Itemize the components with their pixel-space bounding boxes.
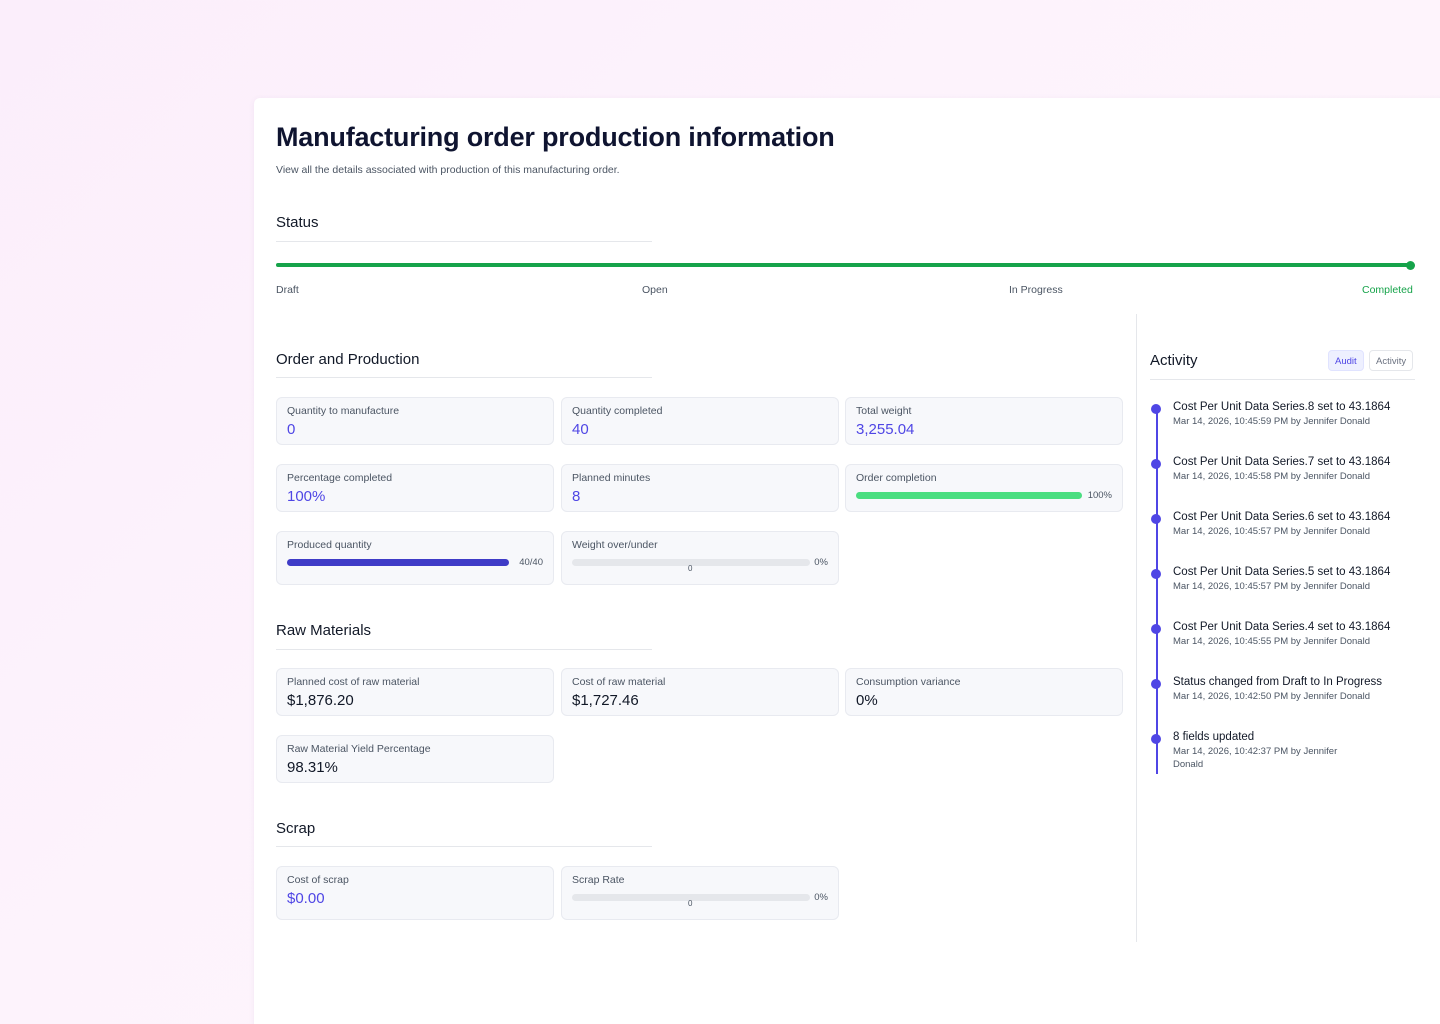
metric-planned-minutes: Planned minutes 8 — [561, 464, 839, 512]
order-completion-bar: 100% — [856, 490, 1112, 501]
page-subtitle: View all the details associated with pro… — [276, 164, 620, 176]
timeline-item-title: Status changed from Draft to In Progress — [1173, 676, 1383, 688]
activity-panel-divider — [1136, 314, 1137, 942]
metric-scrap-rate: Scrap Rate 0% 0 — [561, 866, 839, 920]
metric-label: Raw Material Yield Percentage — [287, 743, 431, 755]
progress-track — [572, 894, 810, 901]
activity-header-divider — [1150, 379, 1415, 380]
scrap-divider — [276, 846, 652, 847]
tab-activity[interactable]: Activity — [1369, 350, 1414, 371]
metric-cost-of-scrap: Cost of scrap $0.00 — [276, 866, 554, 920]
metric-label: Total weight — [856, 405, 912, 417]
timeline-item-title: Cost Per Unit Data Series.7 set to 43.18… — [1173, 456, 1391, 468]
metric-value: 0 — [287, 421, 296, 438]
progress-percent: 0% — [814, 892, 828, 903]
status-step-completed[interactable]: Completed — [1362, 284, 1413, 296]
order-production-divider — [276, 377, 652, 378]
status-progress-track — [276, 263, 1411, 267]
order-production-title: Order and Production — [276, 351, 420, 368]
bar-zero-marker: 0 — [688, 899, 693, 908]
timeline-item-title: 8 fields updated — [1173, 731, 1255, 743]
raw-materials-divider — [276, 649, 652, 650]
progress-track — [856, 492, 1082, 499]
timeline-dot — [1151, 514, 1161, 524]
timeline-item-meta: Mar 14, 2026, 10:42:50 PM by Jennifer Do… — [1173, 691, 1370, 702]
metric-quantity-to-manufacture: Quantity to manufacture 0 — [276, 397, 554, 445]
metric-label: Consumption variance — [856, 676, 961, 688]
timeline-item-title: Cost Per Unit Data Series.6 set to 43.18… — [1173, 511, 1391, 523]
metric-value: $0.00 — [287, 890, 325, 907]
metric-label: Produced quantity — [287, 539, 372, 551]
metric-value: 8 — [572, 488, 581, 505]
metric-value: $1,876.20 — [287, 692, 354, 709]
progress-track — [287, 559, 509, 566]
timeline-item-meta: Mar 14, 2026, 10:45:57 PM by Jennifer Do… — [1173, 526, 1370, 537]
metric-cost-raw-material: Cost of raw material $1,727.46 — [561, 668, 839, 716]
metric-quantity-completed: Quantity completed 40 — [561, 397, 839, 445]
timeline-item-meta: Mar 14, 2026, 10:45:55 PM by Jennifer Do… — [1173, 636, 1370, 647]
metric-value: 3,255.04 — [856, 421, 915, 438]
timeline-line — [1156, 406, 1158, 774]
timeline-item-meta: Mar 14, 2026, 10:45:58 PM by Jennifer Do… — [1173, 471, 1370, 482]
timeline-item-meta: Mar 14, 2026, 10:45:59 PM by Jennifer Do… — [1173, 416, 1370, 427]
metric-order-completion: Order completion 100% — [845, 464, 1123, 512]
timeline-dot — [1151, 569, 1161, 579]
metric-yield-percentage: Raw Material Yield Percentage 98.31% — [276, 735, 554, 783]
metric-label: Cost of raw material — [572, 676, 666, 688]
metric-label: Percentage completed — [287, 472, 393, 484]
timeline-item-title: Cost Per Unit Data Series.8 set to 43.18… — [1173, 401, 1391, 413]
metric-label: Scrap Rate — [572, 874, 625, 886]
metric-percentage-completed: Percentage completed 100% — [276, 464, 554, 512]
bar-zero-marker: 0 — [688, 564, 693, 573]
metric-label: Order completion — [856, 472, 937, 484]
metric-label: Cost of scrap — [287, 874, 349, 886]
timeline-item-title: Cost Per Unit Data Series.5 set to 43.18… — [1173, 566, 1391, 578]
tab-audit[interactable]: Audit — [1328, 350, 1364, 371]
metric-label: Planned cost of raw material — [287, 676, 420, 688]
status-step-open[interactable]: Open — [642, 284, 668, 296]
metric-label: Planned minutes — [572, 472, 651, 484]
timeline-item-meta: Mar 14, 2026, 10:45:57 PM by Jennifer Do… — [1173, 581, 1370, 592]
progress-percent: 0% — [814, 557, 828, 568]
metric-weight-over-under: Weight over/under 0% 0 — [561, 531, 839, 585]
metric-produced-quantity: Produced quantity 40/40 — [276, 531, 554, 585]
timeline-dot — [1151, 679, 1161, 689]
progress-percent: 100% — [1087, 490, 1112, 501]
activity-title: Activity — [1150, 352, 1198, 369]
production-info-card: Manufacturing order production informati… — [254, 98, 1440, 1024]
metric-label: Quantity completed — [572, 405, 663, 417]
timeline-dot — [1151, 734, 1161, 744]
status-section-divider — [276, 241, 652, 242]
progress-fill — [856, 492, 1082, 499]
metric-value: 40 — [572, 421, 589, 438]
metric-value: 98.31% — [287, 759, 338, 776]
timeline-item-title: Cost Per Unit Data Series.4 set to 43.18… — [1173, 621, 1391, 633]
metric-value: 0% — [856, 692, 878, 709]
status-step-in-progress[interactable]: In Progress — [1009, 284, 1063, 296]
status-current-dot — [1406, 261, 1415, 270]
timeline-dot — [1151, 624, 1161, 634]
metric-label: Quantity to manufacture — [287, 405, 400, 417]
progress-fill — [287, 559, 509, 566]
raw-materials-title: Raw Materials — [276, 622, 372, 639]
produced-quantity-bar: 40/40 — [287, 557, 543, 568]
metric-consumption-variance: Consumption variance 0% — [845, 668, 1123, 716]
scrap-title: Scrap — [276, 820, 316, 837]
page-title: Manufacturing order production informati… — [276, 122, 835, 152]
status-section-title: Status — [276, 214, 319, 231]
scrap-rate-bar: 0% — [572, 892, 828, 903]
metric-value: 100% — [287, 488, 326, 505]
progress-track — [572, 559, 810, 566]
metric-total-weight: Total weight 3,255.04 — [845, 397, 1123, 445]
timeline-dot — [1151, 459, 1161, 469]
metric-label: Weight over/under — [572, 539, 658, 551]
status-step-draft[interactable]: Draft — [276, 284, 299, 296]
weight-over-under-bar: 0% — [572, 557, 828, 568]
timeline-dot — [1151, 404, 1161, 414]
progress-count: 40/40 — [519, 557, 543, 568]
metric-value: $1,727.46 — [572, 692, 639, 709]
timeline-item-meta: Mar 14, 2026, 10:42:37 PM by Jennifer Do… — [1173, 746, 1338, 770]
metric-planned-cost-raw-material: Planned cost of raw material $1,876.20 — [276, 668, 554, 716]
